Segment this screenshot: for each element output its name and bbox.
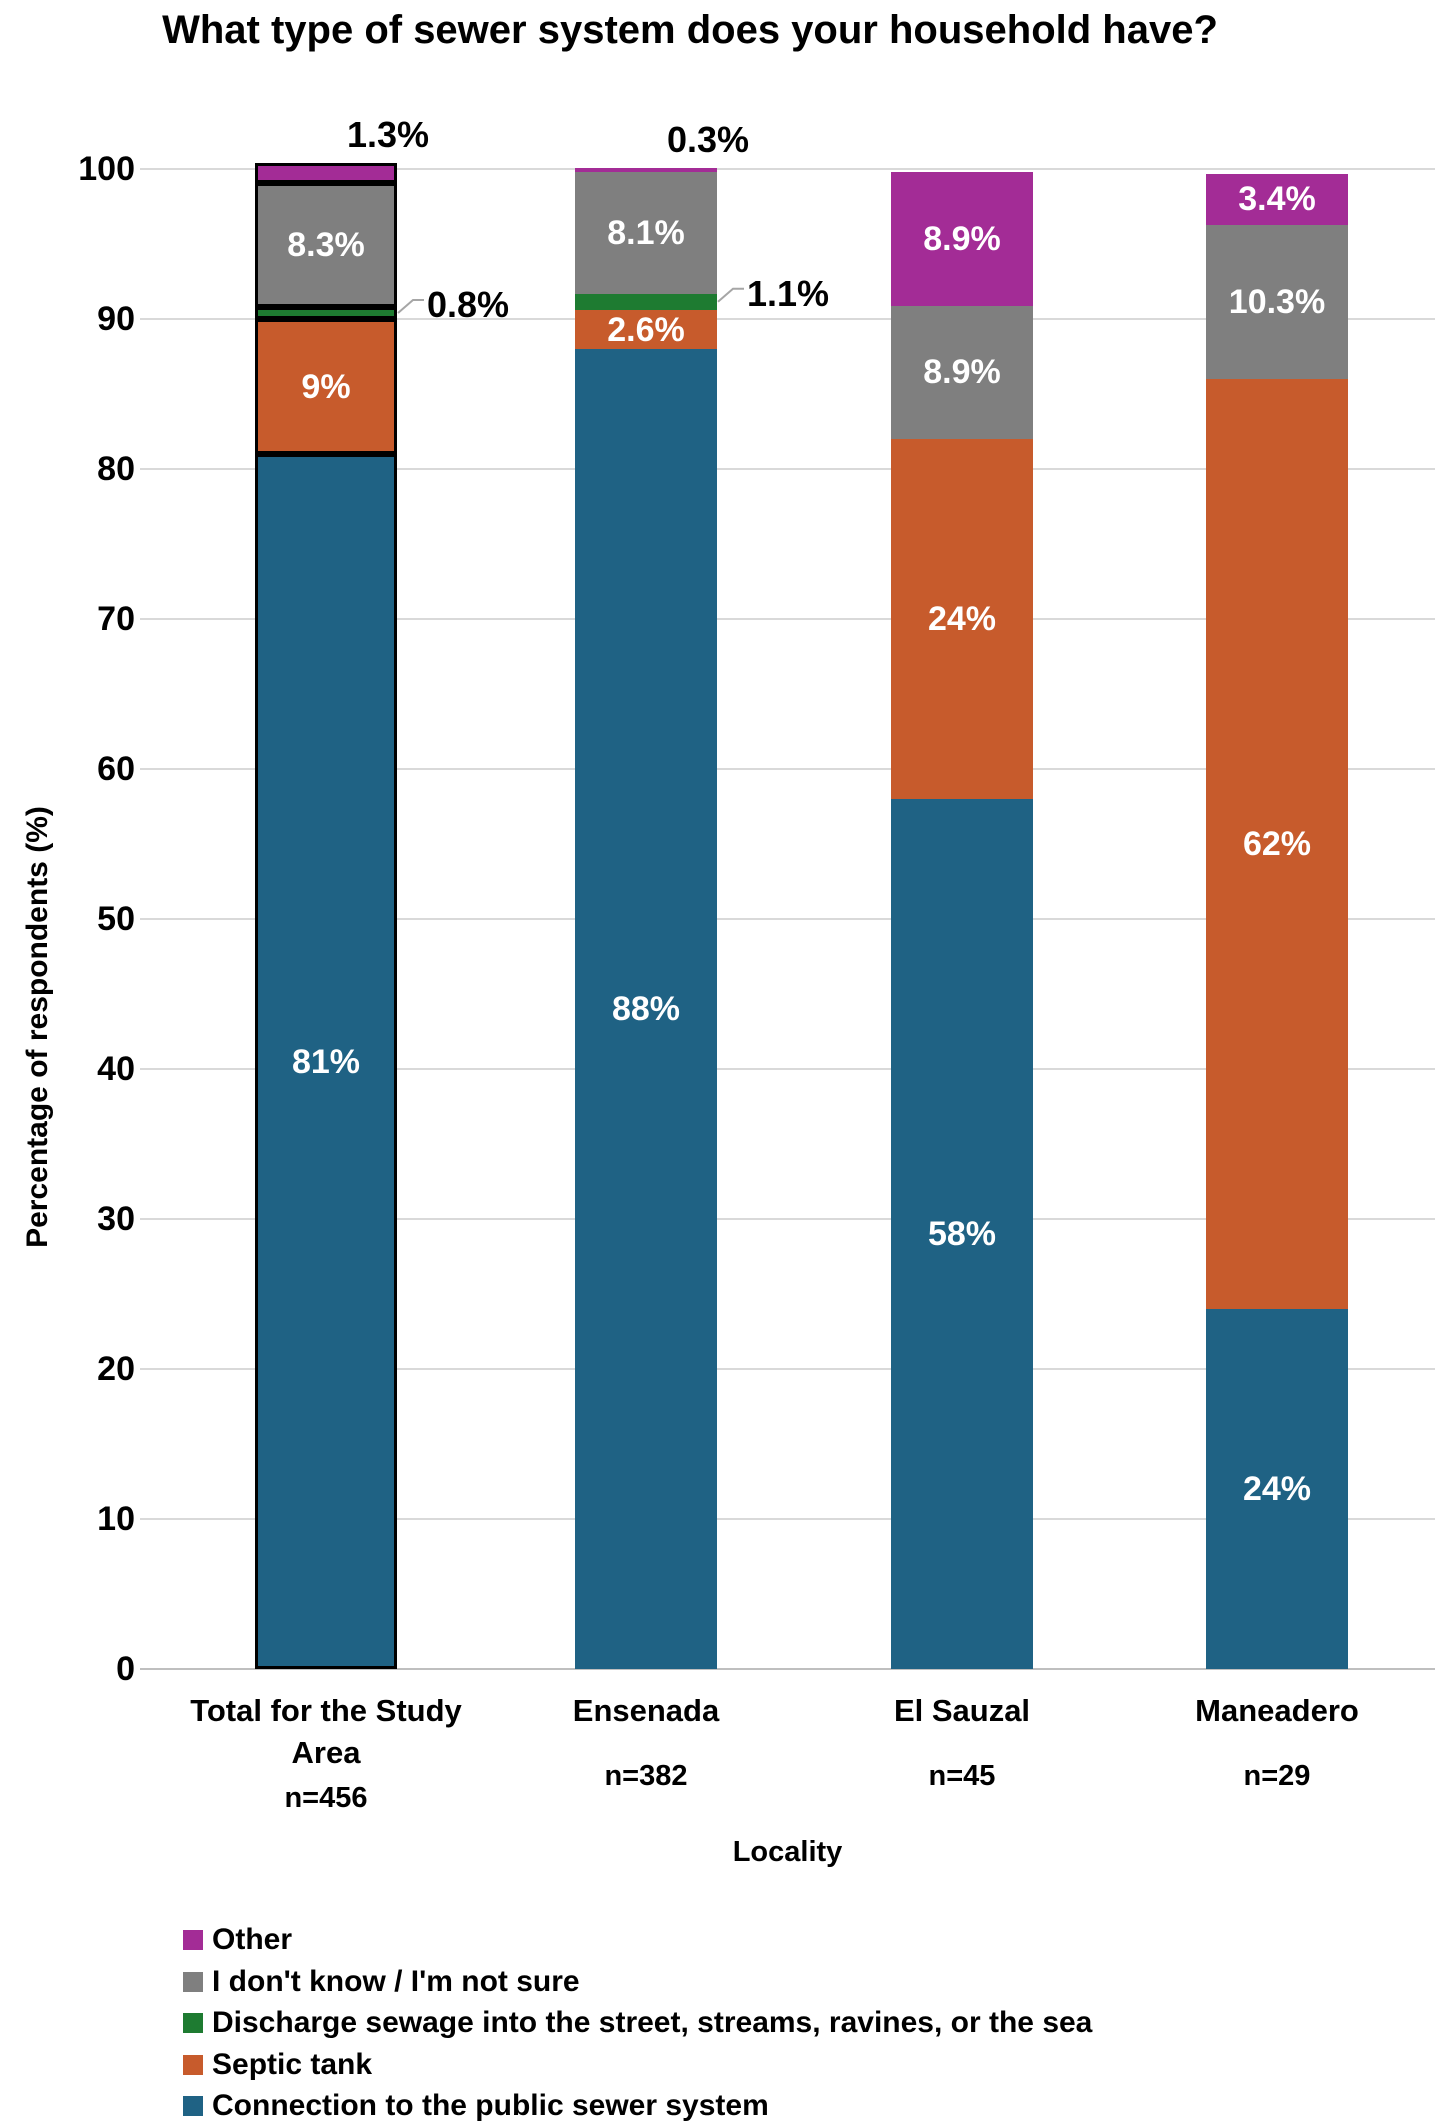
legend-row-discharge: Discharge sewage into the street, stream… bbox=[183, 2006, 1092, 2040]
legend-row-public-sewer: Connection to the public sewer system bbox=[183, 2089, 769, 2123]
segment-label-total-dont-know: 8.3% bbox=[287, 225, 365, 264]
segment-label-maneadero-dont-know: 10.3% bbox=[1228, 282, 1326, 321]
category-label-line: Ensenada bbox=[572, 1693, 720, 1728]
x-axis-title: Locality bbox=[732, 1836, 843, 1868]
segment-el-sauzal-dont-know: 8.9% bbox=[891, 305, 1033, 439]
legend-swatch-dont-know bbox=[183, 1971, 203, 1992]
gridline-30 bbox=[140, 1218, 1435, 1220]
legend-row-other: Other bbox=[183, 1923, 292, 1957]
y-tick-label-30: 30 bbox=[97, 1200, 135, 1238]
y-tick-label-50: 50 bbox=[97, 900, 135, 938]
n-label-total: n=456 bbox=[284, 1782, 368, 1814]
gridline-0 bbox=[140, 1668, 1435, 1670]
segment-el-sauzal-septic-tank: 24% bbox=[891, 439, 1033, 799]
segment-ensenada-other bbox=[575, 167, 717, 172]
legend-label-discharge: Discharge sewage into the street, stream… bbox=[212, 2006, 1093, 2039]
category-label-maneadero: Maneadero bbox=[1107, 1690, 1441, 1732]
segment-label-el-sauzal-other: 8.9% bbox=[923, 219, 1001, 258]
legend-label-other: Other bbox=[212, 1923, 293, 1956]
legend-row-dont-know: I don't know / I'm not sure bbox=[183, 1965, 580, 1999]
category-label-ensenada: Ensenada bbox=[476, 1690, 816, 1732]
n-label-ensenada: n=382 bbox=[604, 1760, 688, 1792]
y-tick-label-100: 100 bbox=[78, 150, 135, 188]
segment-maneadero-dont-know: 10.3% bbox=[1206, 224, 1348, 379]
segment-maneadero-public-sewer: 24% bbox=[1206, 1309, 1348, 1669]
gridline-60 bbox=[140, 768, 1435, 770]
gridline-70 bbox=[140, 618, 1435, 620]
segment-label-ensenada-public-sewer: 88% bbox=[611, 990, 681, 1028]
gridline-80 bbox=[140, 468, 1435, 470]
leader-line-ensenada-discharge bbox=[717, 287, 744, 303]
segment-label-el-sauzal-dont-know: 8.9% bbox=[923, 353, 1001, 392]
category-label-line: Maneadero bbox=[1195, 1693, 1359, 1728]
gridline-40 bbox=[140, 1068, 1435, 1070]
segment-label-maneadero-public-sewer: 24% bbox=[1242, 1470, 1312, 1508]
segment-total-dont-know: 8.3% bbox=[255, 182, 397, 307]
segment-maneadero-septic-tank: 62% bbox=[1206, 379, 1348, 1309]
segment-label-ensenada-septic-tank: 2.6% bbox=[607, 310, 685, 349]
callout-label-total-discharge: 0.8% bbox=[427, 284, 510, 325]
segment-ensenada-dont-know: 8.1% bbox=[575, 172, 717, 294]
y-tick-label-40: 40 bbox=[97, 1050, 135, 1088]
gridline-10 bbox=[140, 1518, 1435, 1520]
legend-swatch-other bbox=[183, 1930, 203, 1950]
segment-label-maneadero-septic-tank: 62% bbox=[1242, 825, 1312, 863]
category-label-total: Total for the Study Area bbox=[156, 1690, 496, 1774]
n-label-maneadero: n=29 bbox=[1243, 1760, 1311, 1792]
legend-label-dont-know: I don't know / I'm not sure bbox=[212, 1964, 580, 1998]
n-label-el-sauzal: n=45 bbox=[928, 1760, 996, 1792]
gridline-50 bbox=[140, 918, 1435, 920]
callout-label-ensenada-other: 0.3% bbox=[666, 118, 750, 160]
segment-total-discharge bbox=[255, 307, 397, 319]
leader-line-total-discharge bbox=[397, 299, 424, 314]
segment-label-ensenada-dont-know: 8.1% bbox=[607, 213, 685, 252]
category-label-line: El Sauzal bbox=[893, 1693, 1031, 1728]
segment-ensenada-public-sewer: 88% bbox=[575, 349, 717, 1669]
callout-label-ensenada-discharge: 1.1% bbox=[747, 272, 830, 314]
chart-title: What type of sewer system does your hous… bbox=[162, 8, 1218, 52]
gridline-90 bbox=[140, 318, 1435, 320]
y-tick-label-10: 10 bbox=[97, 1500, 135, 1538]
category-label-line: Total for the Study bbox=[190, 1693, 462, 1728]
segment-el-sauzal-other: 8.9% bbox=[891, 172, 1033, 306]
legend-row-septic-tank: Septic tank bbox=[183, 2048, 372, 2082]
y-axis-title: Percentage of respondents (%) bbox=[21, 806, 54, 1248]
y-tick-label-20: 20 bbox=[97, 1350, 135, 1388]
gridline-100 bbox=[140, 168, 1435, 170]
segment-ensenada-septic-tank: 2.6% bbox=[575, 310, 717, 349]
segment-el-sauzal-public-sewer: 58% bbox=[891, 799, 1033, 1669]
segment-label-total-public-sewer: 81% bbox=[291, 1042, 361, 1081]
legend-swatch-discharge bbox=[183, 2013, 203, 2033]
segment-label-maneadero-other: 3.4% bbox=[1238, 180, 1316, 218]
segment-maneadero-other: 3.4% bbox=[1206, 173, 1348, 225]
segment-label-el-sauzal-septic-tank: 24% bbox=[927, 600, 997, 638]
y-tick-label-0: 0 bbox=[116, 1650, 135, 1688]
legend-swatch-public-sewer bbox=[183, 2096, 203, 2116]
segment-total-septic-tank: 9% bbox=[255, 319, 397, 454]
y-tick-label-90: 90 bbox=[97, 300, 135, 338]
legend-swatch-septic-tank bbox=[183, 2054, 203, 2075]
y-tick-label-60: 60 bbox=[97, 750, 135, 788]
segment-label-total-septic-tank: 9% bbox=[301, 367, 351, 406]
gridline-20 bbox=[140, 1368, 1435, 1370]
y-tick-label-70: 70 bbox=[97, 600, 135, 638]
category-label-line: Area bbox=[291, 1735, 361, 1770]
legend-label-septic-tank: Septic tank bbox=[212, 2047, 373, 2081]
legend-label-public-sewer: Connection to the public sewer system bbox=[212, 2089, 769, 2122]
segment-total-other bbox=[255, 163, 397, 183]
callout-label-total-other: 1.3% bbox=[346, 114, 430, 155]
segment-ensenada-discharge bbox=[575, 293, 717, 310]
segment-total-public-sewer: 81% bbox=[255, 454, 397, 1669]
category-label-el-sauzal: El Sauzal bbox=[792, 1690, 1132, 1732]
y-tick-label-80: 80 bbox=[97, 450, 135, 488]
segment-label-el-sauzal-public-sewer: 58% bbox=[927, 1215, 997, 1253]
